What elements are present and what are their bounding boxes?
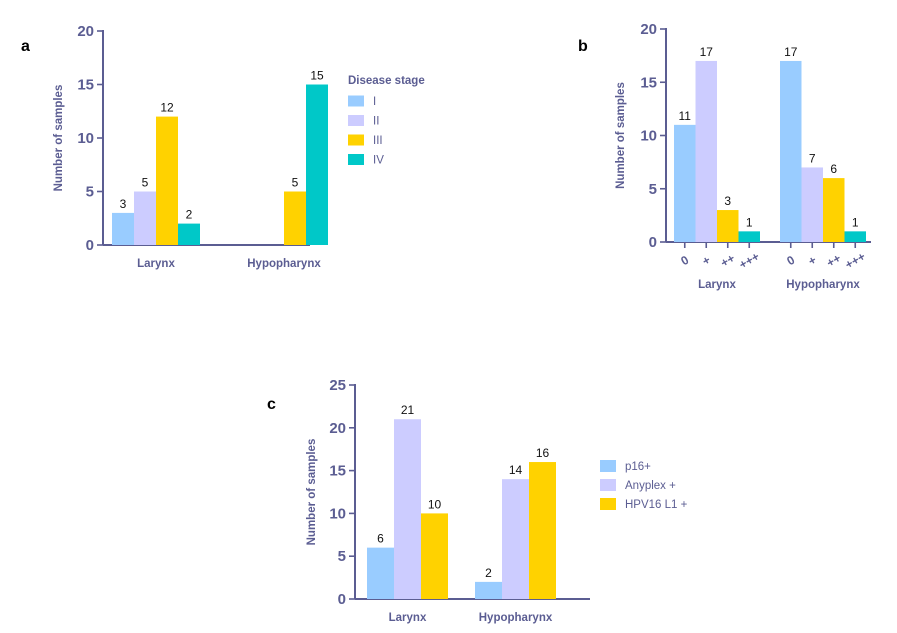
legend-swatch [348,134,364,146]
bar-p16-hypopharynx [475,581,502,599]
data-label: 15 [310,69,324,83]
data-label: 5 [292,176,299,190]
data-label: 11 [679,109,692,123]
x-category-label: Larynx [137,258,175,270]
bar-category-label: + [806,253,819,269]
panel-c-chart: c 0 5 10 15 20 25 Number of samples 6 21 10 Larynx 2… [267,377,688,624]
data-label: 6 [830,162,837,176]
bar-category-label: 0 [678,253,691,269]
legend-label: I [373,96,376,108]
bar--larynx [695,60,717,243]
data-label: 21 [401,403,415,417]
panel-letter: c [267,396,276,413]
y-axis-title: Number of samples [53,85,65,192]
data-label: 3 [724,194,731,208]
data-label: 14 [509,463,523,477]
data-label: 1 [852,215,859,229]
bar-0-hypopharynx [780,60,802,243]
legend-label: IV [373,155,384,167]
data-label: 1 [746,215,753,229]
x-category-label: Hypopharynx [786,279,860,291]
data-label: 6 [377,532,384,546]
y-tick-label: 0 [338,591,346,608]
x-category-label: Larynx [698,279,736,291]
data-label: 2 [186,208,193,222]
y-tick-label: 25 [329,377,346,394]
legend-swatch [348,115,364,126]
y-tick-label: 10 [329,505,346,522]
legend-label: III [373,135,383,147]
bar-III-hypopharynx [284,191,306,245]
bar-category-label: +++ [737,249,762,272]
bar-0-larynx [674,124,696,242]
legend-swatch [348,154,364,165]
legend-title: Disease stage [348,75,425,87]
panel-letter: a [21,38,30,55]
data-label: 5 [142,176,149,190]
bar-III-larynx [156,116,178,245]
bar--larynx [738,231,760,242]
bar--hypopharynx [844,231,866,242]
y-tick-label: 0 [649,234,657,251]
y-axis-title: Number of samples [306,439,318,546]
bar-IV-larynx [178,223,200,245]
data-label: 7 [809,151,816,165]
bar--hypopharynx [823,178,845,242]
panel-letter: b [578,38,588,55]
bar-p16-larynx [367,547,394,599]
y-tick-label: 10 [77,130,94,147]
y-tick-label: 20 [640,21,657,38]
x-category-label: Hypopharynx [479,612,553,624]
data-label: 3 [120,197,127,211]
data-label: 2 [485,566,492,580]
legend-label: II [373,116,379,128]
bar-II-larynx [134,191,156,245]
x-category-label: Hypopharynx [247,258,321,270]
data-label: 16 [536,446,550,460]
legend-swatch [600,479,616,491]
legend-swatch [348,95,364,107]
legend-label: HPV16 L1 + [625,499,688,511]
data-label: 12 [160,101,174,115]
bar-category-label: 0 [784,253,797,269]
bar-I-larynx [112,212,134,245]
y-tick-label: 5 [338,548,346,565]
y-tick-label: 5 [649,181,657,198]
bar-category-label: ++ [824,251,843,270]
y-tick-label: 20 [77,23,94,40]
bar-category-label: + [700,253,713,269]
legend-label: p16+ [625,461,651,473]
data-label: 17 [784,45,798,59]
y-tick-label: 5 [86,184,94,201]
y-tick-label: 10 [640,128,657,145]
legend-swatch [600,498,616,510]
bar--larynx [717,210,739,242]
y-tick-label: 15 [329,463,346,480]
bar-HPV16L1-hypopharynx [529,462,556,599]
bar-category-label: +++ [843,249,868,272]
bar-HPV16L1-larynx [421,513,448,599]
y-tick-label: 20 [329,420,346,437]
legend-label: Anyplex + [625,480,676,492]
bar-IV-hypopharynx [306,84,328,245]
data-label: 17 [700,45,714,59]
y-tick-label: 0 [86,237,94,254]
data-label: 10 [428,497,442,511]
bar-Anyplex-larynx [394,419,421,599]
y-tick-label: 15 [77,77,94,94]
legend-swatch [600,460,616,472]
bar-category-label: ++ [718,251,737,270]
bar-Anyplex-hypopharynx [502,479,529,599]
bar--hypopharynx [801,167,823,242]
y-axis-title: Number of samples [615,82,627,189]
x-category-label: Larynx [389,612,427,624]
y-tick-label: 15 [640,74,657,91]
panel-a-chart: a 0 5 10 15 20 Number of samples 3 5 12 2 Larynx 5 15… [21,23,425,270]
